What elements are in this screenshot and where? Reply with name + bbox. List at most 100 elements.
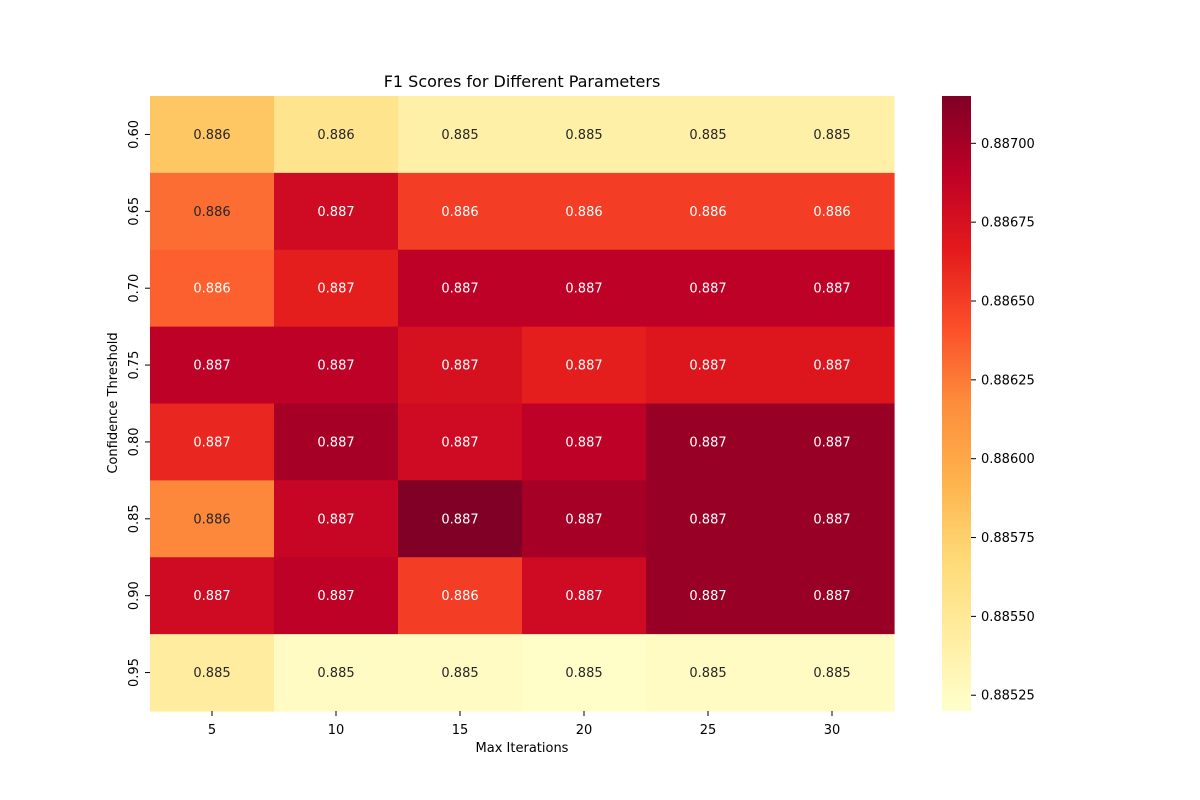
heatmap-cell (150, 96, 275, 174)
heatmap-cell (522, 96, 647, 174)
heatmap-cell (770, 403, 895, 481)
heatmap-cell (398, 172, 523, 251)
cell-value-label: 0.886 (193, 512, 230, 527)
heatmap-cell (274, 326, 399, 405)
colorbar-tick-label: 0.88600 (981, 452, 1035, 467)
heatmap-cell (150, 249, 275, 328)
cell-value-label: 0.886 (193, 205, 230, 220)
heatmap-cell (646, 403, 771, 481)
y-tick-label: 0.60 (127, 120, 142, 149)
cell-value-label: 0.887 (813, 589, 850, 604)
heatmap-cell (522, 172, 647, 251)
cell-value-label: 0.887 (317, 435, 354, 450)
colorbar-tick-label: 0.88675 (981, 216, 1035, 231)
heatmap-cell (274, 172, 399, 251)
cell-value-label: 0.886 (441, 205, 478, 220)
cell-value-label: 0.887 (689, 359, 726, 374)
cell-value-label: 0.887 (317, 282, 354, 297)
heatmap-cell (646, 480, 771, 558)
cell-value-label: 0.886 (317, 128, 354, 143)
cell-value-label: 0.887 (441, 282, 478, 297)
cell-value-label: 0.887 (193, 589, 230, 604)
heatmap-cell (150, 403, 275, 481)
cell-value-label: 0.887 (317, 359, 354, 374)
heatmap-cell (274, 96, 399, 174)
cell-value-label: 0.886 (441, 589, 478, 604)
heatmap-cell (522, 249, 647, 328)
cell-value-label: 0.887 (689, 589, 726, 604)
heatmap-cell (274, 249, 399, 328)
heatmap-cell (398, 403, 523, 481)
chart-title: F1 Scores for Different Parameters (384, 72, 661, 91)
heatmap-cell (398, 249, 523, 328)
heatmap-cell (522, 557, 647, 635)
cell-value-label: 0.887 (565, 435, 602, 450)
cell-value-label: 0.887 (441, 435, 478, 450)
colorbar-tick-label: 0.88550 (981, 610, 1035, 625)
cell-value-label: 0.885 (565, 128, 602, 143)
cell-value-label: 0.887 (317, 512, 354, 527)
heatmap-cell (150, 326, 275, 405)
x-tick-label: 5 (208, 723, 216, 738)
cell-value-label: 0.887 (193, 435, 230, 450)
colorbar-tick-label: 0.88625 (981, 373, 1035, 388)
cell-value-label: 0.885 (441, 666, 478, 681)
cell-value-label: 0.887 (813, 282, 850, 297)
heatmap-cell (398, 96, 523, 174)
heatmap-cell (398, 326, 523, 405)
heatmap-cell-labels: 0.886 0.886 0.885 0.885 0.885 0.885 0.886 0.887… (193, 128, 850, 681)
heatmap-cell (646, 96, 771, 174)
cell-value-label: 0.887 (565, 589, 602, 604)
heatmap-cell (646, 634, 771, 712)
heatmap-cell (770, 249, 895, 328)
cell-value-label: 0.886 (565, 205, 602, 220)
colorbar-tick-label: 0.88700 (981, 137, 1035, 152)
y-tick-label: 0.65 (127, 197, 142, 226)
heatmap-cell (150, 172, 275, 251)
y-tick-label: 0.85 (127, 504, 142, 533)
x-tick-label: 25 (700, 723, 717, 738)
heatmap-cell (770, 326, 895, 405)
cell-value-label: 0.885 (193, 666, 230, 681)
heatmap-cell (646, 557, 771, 635)
y-tick-label: 0.90 (127, 581, 142, 610)
x-tick-label: 20 (576, 723, 593, 738)
cell-value-label: 0.887 (689, 512, 726, 527)
cell-value-label: 0.887 (565, 282, 602, 297)
cell-value-label: 0.887 (317, 589, 354, 604)
heatmap-cell (770, 480, 895, 558)
colorbar-tick-label: 0.88575 (981, 531, 1035, 546)
heatmap-cell (150, 480, 275, 558)
heatmap-cell (522, 403, 647, 481)
cell-value-label: 0.885 (813, 128, 850, 143)
heatmap-cell (398, 557, 523, 635)
x-tick-label: 30 (824, 723, 841, 738)
heatmap-cell (646, 249, 771, 328)
y-tick-label: 0.95 (127, 658, 142, 687)
cell-value-label: 0.886 (193, 282, 230, 297)
heatmap-cell (274, 480, 399, 558)
cell-value-label: 0.887 (565, 512, 602, 527)
cell-value-label: 0.887 (441, 359, 478, 374)
heatmap-cell (274, 403, 399, 481)
cell-value-label: 0.887 (441, 512, 478, 527)
heatmap-cell (646, 172, 771, 251)
heatmap-cells (150, 96, 895, 712)
cell-value-label: 0.887 (813, 435, 850, 450)
y-tick-label: 0.75 (127, 351, 142, 380)
heatmap-cell (274, 557, 399, 635)
y-tick-label: 0.80 (127, 427, 142, 456)
y-tick-label: 0.70 (127, 274, 142, 303)
cell-value-label: 0.885 (565, 666, 602, 681)
cell-value-label: 0.887 (813, 359, 850, 374)
y-axis-label: Confidence Threshold (106, 332, 121, 473)
heatmap-cell (150, 557, 275, 635)
heatmap-cell (522, 634, 647, 712)
colorbar-ticks: 0.88525 0.88550 0.88575 0.88600 0.88625 0.886… (971, 137, 1035, 704)
cell-value-label: 0.887 (193, 359, 230, 374)
x-tick-label: 15 (452, 723, 469, 738)
colorbar-tick-label: 0.88525 (981, 689, 1035, 704)
cell-value-label: 0.885 (441, 128, 478, 143)
heatmap-cell (770, 96, 895, 174)
